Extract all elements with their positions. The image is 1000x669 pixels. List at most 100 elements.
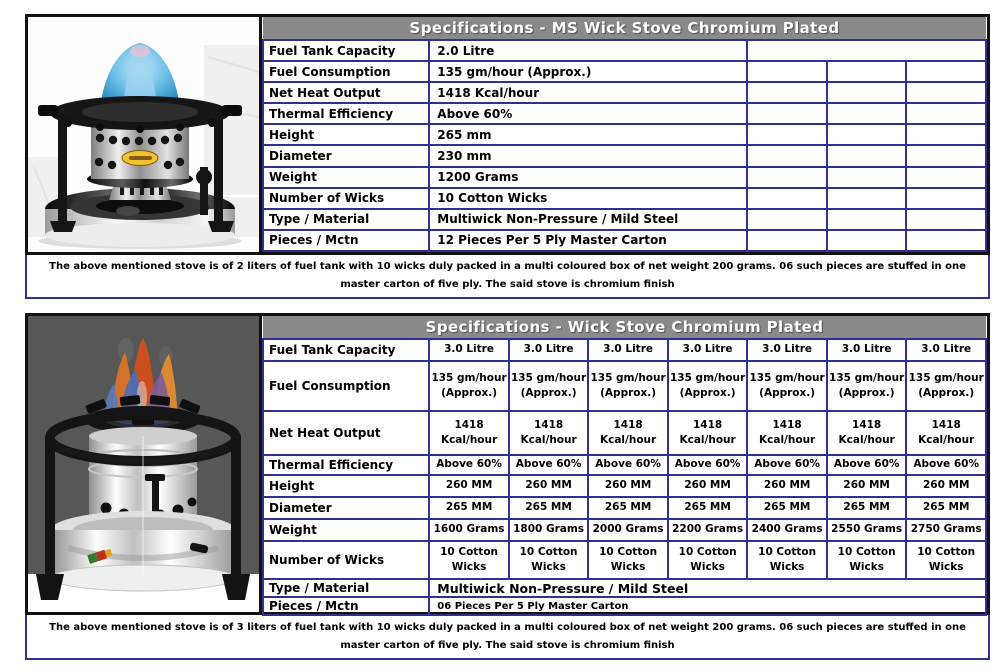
table-row: Number of Wicks 10 Cotton Wicks <box>261 186 987 210</box>
table-row: Type / Material Multiwick Non-Pressure /… <box>261 207 987 231</box>
empty-cell <box>825 207 908 231</box>
table-row: Pieces / Mctn 12 Pieces Per 5 Ply Master… <box>261 228 987 253</box>
value-cell: Above 60% <box>746 454 828 476</box>
row-value: 230 mm <box>428 144 749 168</box>
empty-cell <box>746 144 828 168</box>
empty-cell <box>746 60 828 84</box>
empty-cell <box>905 102 987 126</box>
value-cell: 3.0 Litre <box>587 338 669 362</box>
empty-cell <box>746 207 828 231</box>
value-cell: 265 MM <box>507 496 590 520</box>
row-value: 06 Pieces Per 5 Ply Master Carton <box>428 596 987 616</box>
row-value: 265 mm <box>428 123 749 147</box>
value-cell: 1418 Kcal/hour <box>825 410 908 456</box>
empty-cell <box>905 123 987 147</box>
row-value: Multiwick Non-Pressure / Mild Steel <box>428 207 749 231</box>
table-row: Pieces / Mctn 06 Pieces Per 5 Ply Master… <box>261 596 987 616</box>
empty-cell <box>825 102 908 126</box>
value-cell: Above 60% <box>428 454 510 476</box>
empty-cell <box>825 60 908 84</box>
row-value: 12 Pieces Per 5 Ply Master Carton <box>428 228 749 253</box>
empty-cell <box>905 144 987 168</box>
empty-cell <box>905 186 987 210</box>
value-cell: 2400 Grams <box>746 518 828 542</box>
value-cell: 1418 Kcal/hour <box>746 410 828 456</box>
row-value: Multiwick Non-Pressure / Mild Steel <box>428 578 987 598</box>
value-cell: 135 gm/hour (Approx.) <box>587 360 669 412</box>
table-row: Type / Material Multiwick Non-Pressure /… <box>261 578 987 598</box>
value-cell: 265 MM <box>825 496 908 520</box>
value-cell: Above 60% <box>507 454 590 476</box>
note-text: The above mentioned stove is of 3 liters… <box>49 621 966 651</box>
row-label: Fuel Consumption <box>261 360 431 412</box>
row-label: Weight <box>261 518 431 542</box>
row-value: 1418 Kcal/hour <box>428 81 749 105</box>
empty-cell <box>905 60 987 84</box>
value-cell: 3.0 Litre <box>746 338 828 362</box>
value-cell: 265 MM <box>428 496 510 520</box>
row-label: Diameter <box>261 496 431 520</box>
note-text: The above mentioned stove is of 2 liters… <box>49 261 966 290</box>
table-row: Height 265 mm <box>261 123 987 147</box>
row-label: Number of Wicks <box>261 540 431 580</box>
value-cell: 10 Cotton Wicks <box>746 540 828 580</box>
empty-cell <box>746 81 828 105</box>
row-label: Type / Material <box>261 207 431 231</box>
table-row: Net Heat Output 1418 Kcal/hour 1418 Kcal… <box>261 410 987 456</box>
value-cell: 1418 Kcal/hour <box>428 410 510 456</box>
row-label: Height <box>261 474 431 498</box>
value-cell: 10 Cotton Wicks <box>666 540 749 580</box>
value-cell: 260 MM <box>507 474 590 498</box>
value-cell: 135 gm/hour (Approx.) <box>428 360 510 412</box>
row-value: 2.0 Litre <box>428 39 749 63</box>
empty-cell <box>825 123 908 147</box>
empty-cell <box>746 228 828 253</box>
table-row: Number of Wicks 10 Cotton Wicks 10 Cotto… <box>261 540 987 580</box>
empty-cell <box>825 228 908 253</box>
table-row: Diameter 230 mm <box>261 144 987 168</box>
value-cell: 3.0 Litre <box>825 338 908 362</box>
table-row: Fuel Consumption 135 gm/hour (Approx.) 1… <box>261 360 987 412</box>
row-label: Pieces / Mctn <box>261 228 431 253</box>
value-cell: 260 MM <box>428 474 510 498</box>
value-cell: 260 MM <box>587 474 669 498</box>
value-cell: Above 60% <box>825 454 908 476</box>
value-cell: 1418 Kcal/hour <box>507 410 590 456</box>
value-cell: 10 Cotton Wicks <box>507 540 590 580</box>
value-cell: 3.0 Litre <box>428 338 510 362</box>
value-cell: 260 MM <box>825 474 908 498</box>
value-cell: 10 Cotton Wicks <box>428 540 510 580</box>
ms-wick-stove-image <box>28 17 259 252</box>
table-row: Thermal Efficiency Above 60% Above 60% A… <box>261 454 987 476</box>
table-row: Weight 1600 Grams 1800 Grams 2000 Grams … <box>261 518 987 542</box>
spec-table-wick-stove: Specifications - Wick Stove Chromium Pla… <box>261 313 990 616</box>
value-cell: Above 60% <box>587 454 669 476</box>
row-label: Type / Material <box>261 578 431 598</box>
ms-wick-stove-photo <box>25 14 262 255</box>
empty-cell <box>905 228 987 253</box>
value-cell: 2000 Grams <box>587 518 669 542</box>
empty-cell <box>825 144 908 168</box>
table-row: Net Heat Output 1418 Kcal/hour <box>261 81 987 105</box>
table-row: Fuel Tank Capacity 2.0 Litre <box>261 39 987 63</box>
row-label: Net Heat Output <box>261 410 431 456</box>
section-ms-wick-stove: Specifications - MS Wick Stove Chromium … <box>25 14 990 299</box>
table-title: Specifications - MS Wick Stove Chromium … <box>263 17 986 42</box>
value-cell: 10 Cotton Wicks <box>905 540 987 580</box>
empty-cell <box>825 186 908 210</box>
row-value: Above 60% <box>428 102 749 126</box>
value-cell: 10 Cotton Wicks <box>825 540 908 580</box>
value-cell: 1600 Grams <box>428 518 510 542</box>
value-cell: 1418 Kcal/hour <box>905 410 987 456</box>
table-title: Specifications - Wick Stove Chromium Pla… <box>263 316 986 340</box>
table-row: Height 260 MM 260 MM 260 MM 260 MM 260 M… <box>261 474 987 498</box>
value-cell: 135 gm/hour (Approx.) <box>666 360 749 412</box>
value-cell: 135 gm/hour (Approx.) <box>825 360 908 412</box>
value-cell: 265 MM <box>905 496 987 520</box>
empty-cell <box>746 186 828 210</box>
spec-table-ms-wick-stove: Specifications - MS Wick Stove Chromium … <box>261 14 990 255</box>
section-wick-stove: Specifications - Wick Stove Chromium Pla… <box>25 313 990 660</box>
value-cell: 3.0 Litre <box>905 338 987 362</box>
value-cell: 2550 Grams <box>825 518 908 542</box>
